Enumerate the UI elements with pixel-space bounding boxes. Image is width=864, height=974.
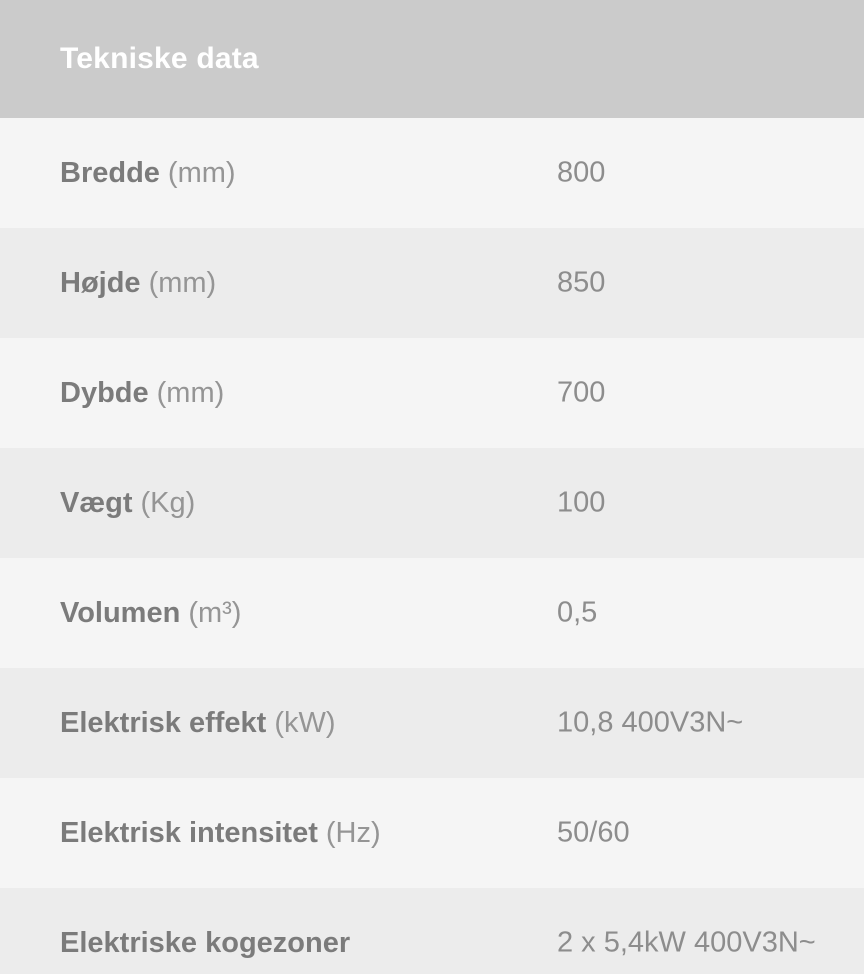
spec-label: Elektrisk effekt — [60, 706, 267, 739]
spec-unit: (mm) — [167, 156, 236, 189]
spec-label: Bredde — [60, 156, 160, 189]
spec-label-cell: Elektrisk intensitet (Hz) — [60, 817, 381, 850]
spec-label-cell: Dybde (mm) — [60, 377, 224, 410]
spec-unit: (Hz) — [325, 816, 381, 849]
table-rows: Bredde (mm) 800 Højde (mm) 850 Dybde (mm… — [0, 118, 864, 974]
table-title: Tekniske data — [60, 42, 259, 75]
table-row-elektrisk-intensitet: Elektrisk intensitet (Hz) 50/60 — [0, 778, 864, 888]
spec-value: 800 — [557, 156, 606, 189]
spec-unit: (mm) — [156, 376, 225, 409]
spec-unit: (kW) — [274, 706, 336, 739]
spec-label-cell: Vægt (Kg) — [60, 487, 195, 520]
spec-label-cell: Elektriske kogezoner — [60, 927, 358, 960]
spec-unit: (mm) — [148, 266, 217, 299]
spec-value: 2 x 5,4kW 400V3N~ — [557, 926, 816, 959]
spec-label: Dybde — [60, 376, 149, 409]
spec-label: Elektriske kogezoner — [60, 926, 351, 959]
spec-value: 50/60 — [557, 816, 630, 849]
table-row-hojde: Højde (mm) 850 — [0, 228, 864, 338]
spec-label-cell: Bredde (mm) — [60, 157, 236, 190]
spec-unit: (m³) — [188, 596, 242, 629]
table-row-vaegt: Vægt (Kg) 100 — [0, 448, 864, 558]
table-row-bredde: Bredde (mm) 800 — [0, 118, 864, 228]
spec-label: Vægt — [60, 486, 133, 519]
spec-value: 10,8 400V3N~ — [557, 706, 744, 739]
spec-label: Elektrisk intensitet — [60, 816, 318, 849]
table-row-dybde: Dybde (mm) 700 — [0, 338, 864, 448]
spec-label-cell: Volumen (m³) — [60, 597, 241, 630]
spec-label: Volumen — [60, 596, 181, 629]
spec-unit: (Kg) — [140, 486, 196, 519]
table-row-elektrisk-effekt: Elektrisk effekt (kW) 10,8 400V3N~ — [0, 668, 864, 778]
spec-label-cell: Elektrisk effekt (kW) — [60, 707, 336, 740]
spec-label-cell: Højde (mm) — [60, 267, 216, 300]
spec-value: 700 — [557, 376, 606, 409]
spec-label: Højde — [60, 266, 141, 299]
spec-value: 850 — [557, 266, 606, 299]
table-row-elektriske-kogezoner: Elektriske kogezoner 2 x 5,4kW 400V3N~ — [0, 888, 864, 974]
spec-value: 0,5 — [557, 596, 598, 629]
table-row-volumen: Volumen (m³) 0,5 — [0, 558, 864, 668]
table-header: Tekniske data — [0, 0, 864, 118]
spec-value: 100 — [557, 486, 606, 519]
